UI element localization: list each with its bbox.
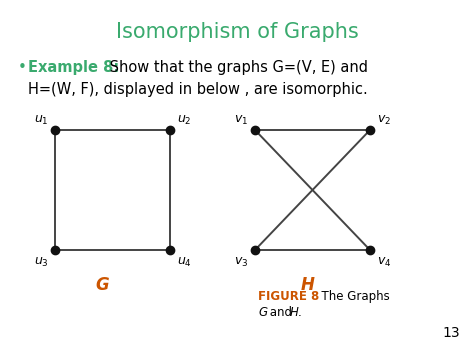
Text: FIGURE 8: FIGURE 8 [258,290,319,303]
Text: $u_4$: $u_4$ [176,256,191,268]
Text: $u_1$: $u_1$ [34,114,48,126]
Text: •: • [18,60,27,75]
Text: 13: 13 [442,326,460,340]
Text: $u_2$: $u_2$ [177,114,191,126]
Text: $u_3$: $u_3$ [34,256,48,268]
Text: $v_4$: $v_4$ [377,256,391,268]
Text: Show that the graphs G=(V, E) and: Show that the graphs G=(V, E) and [105,60,368,75]
Text: H: H [301,276,314,294]
Text: $v_2$: $v_2$ [377,114,391,126]
Text: .: . [298,306,302,319]
Text: Isomorphism of Graphs: Isomorphism of Graphs [116,22,358,42]
Text: $v_3$: $v_3$ [234,256,248,268]
Text: $v_1$: $v_1$ [234,114,248,126]
Text: The Graphs: The Graphs [314,290,390,303]
Text: G: G [258,306,267,319]
Text: H: H [290,306,299,319]
Text: H=(W, F), displayed in below , are isomorphic.: H=(W, F), displayed in below , are isomo… [28,82,368,97]
Text: Example 8:: Example 8: [28,60,119,75]
Text: G: G [96,276,109,294]
Text: and: and [266,306,296,319]
